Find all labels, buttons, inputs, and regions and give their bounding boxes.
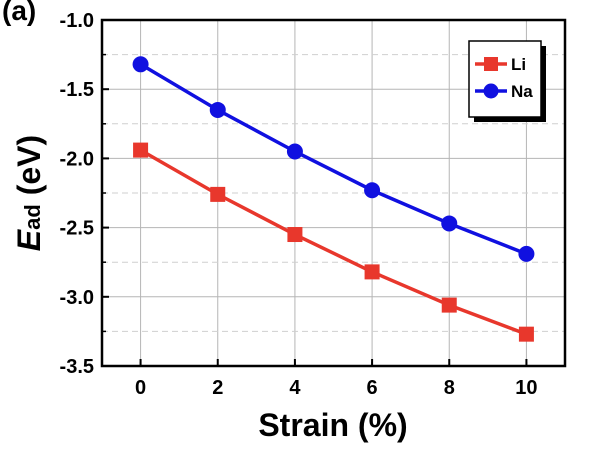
x-tick-label: 0 [135, 377, 146, 399]
data-point-li [441, 297, 457, 313]
series-line-na [139, 62, 528, 256]
x-tick-label: 8 [444, 377, 455, 399]
panel-label: (a) [2, 0, 36, 26]
data-point-li [210, 186, 226, 202]
y-tick-label: -1.0 [60, 10, 94, 32]
x-tick-label: 10 [515, 377, 537, 399]
y-tick-label: -2.0 [60, 148, 94, 170]
data-point-li [364, 264, 380, 280]
series-layer [132, 56, 535, 342]
legend-marker-li [484, 57, 498, 71]
data-point-na [286, 143, 303, 160]
y-tick-label: -3.5 [60, 356, 94, 378]
data-point-na [518, 245, 535, 262]
series-line-li [139, 148, 528, 336]
x-tick-label: 2 [212, 377, 223, 399]
x-tick-label: 4 [289, 377, 301, 399]
y-tick-label: -3.0 [60, 287, 94, 309]
y-axis-title-main: E [11, 228, 47, 251]
legend-marker-na [483, 83, 499, 99]
legend-label-na: Na [511, 82, 533, 101]
legend: Li Na [468, 40, 546, 122]
data-point-na [132, 56, 149, 73]
data-point-na [209, 101, 226, 118]
data-point-na [441, 215, 458, 232]
legend-label-li: Li [511, 55, 526, 74]
data-point-li [133, 142, 149, 158]
data-point-li [287, 227, 303, 243]
y-tick-label: -2.5 [60, 218, 94, 240]
y-tick-label: -1.5 [60, 79, 94, 101]
axis-ticks: 0 2 4 6 8 10 -1.0 -1.5 -2.0 -2.5 -3.0 -3.5 [60, 10, 538, 399]
x-tick-label: 6 [367, 377, 378, 399]
x-axis-title: Strain (%) [258, 407, 407, 443]
legend-box [468, 40, 542, 118]
y-axis-title-sub: ad [20, 204, 45, 230]
data-point-li [518, 326, 534, 342]
data-point-na [364, 182, 381, 199]
y-axis-title: Ead (eV) [11, 135, 47, 251]
y-axis-title-unit: (eV) [11, 135, 47, 204]
